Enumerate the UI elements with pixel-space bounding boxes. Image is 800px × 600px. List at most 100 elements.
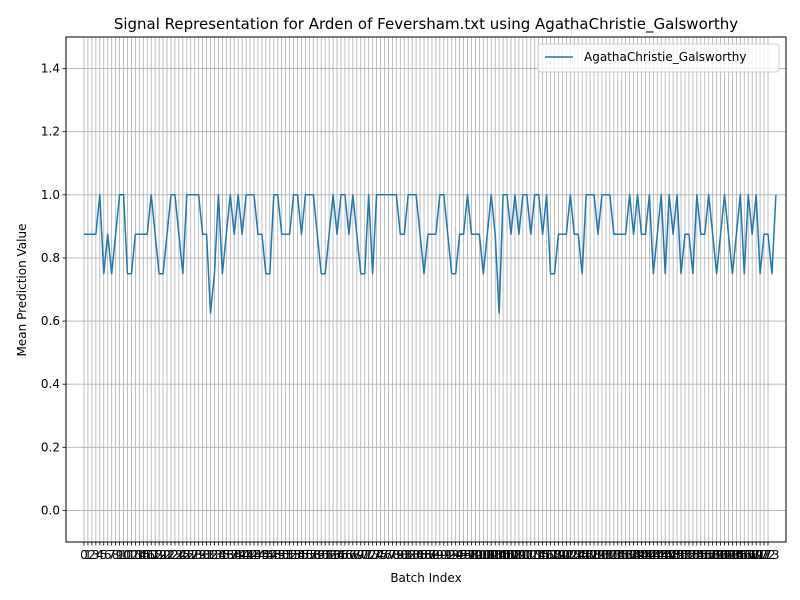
x-tick-label: 36 (219, 548, 234, 562)
x-tick-label: 113 (519, 548, 542, 562)
x-tick-label: 9 (116, 548, 124, 562)
x-tick-label: 92 (440, 548, 455, 562)
plot-area-frame (65, 36, 787, 543)
x-tick-label: 159 (701, 548, 724, 562)
x-tick-label: 93 (444, 548, 459, 562)
x-tick-label: 145 (646, 548, 669, 562)
x-tick-label: 32 (203, 548, 218, 562)
x-tick-label: 51 (278, 548, 293, 562)
x-tick-label: 55 (294, 548, 309, 562)
x-tick-label: 152 (674, 548, 697, 562)
x-tick-label: 61 (318, 548, 333, 562)
x-tick-label: 50 (274, 548, 289, 562)
x-tick-label: 3 (92, 548, 100, 562)
x-tick-label: 8 (112, 548, 120, 562)
x-tick-label: 4 (96, 548, 104, 562)
x-tick-label: 13 (128, 548, 143, 562)
x-tick-label: 128 (579, 548, 602, 562)
x-tick-label: 12 (124, 548, 139, 562)
x-tick-label: 25 (175, 548, 190, 562)
x-tick-label: 97 (460, 548, 475, 562)
x-tick-label: 148 (658, 548, 681, 562)
y-tick-label: 1.0 (41, 188, 60, 202)
x-tick-label: 87 (420, 548, 435, 562)
x-tick-label: 102 (476, 548, 499, 562)
x-tick-label: 151 (670, 548, 693, 562)
x-tick-label: 21 (159, 548, 174, 562)
x-tick-label: 83 (405, 548, 420, 562)
x-tick-label: 89 (428, 548, 443, 562)
x-tick-label: 99 (468, 548, 483, 562)
x-tick-label: 136 (610, 548, 633, 562)
x-tick-label: 71 (357, 548, 372, 562)
x-tick-label: 35 (215, 548, 230, 562)
x-tick-label: 146 (650, 548, 673, 562)
x-tick-label: 6 (104, 548, 112, 562)
x-tick-label: 108 (500, 548, 523, 562)
x-tick-label: 130 (587, 548, 610, 562)
x-tick-label: 30 (195, 548, 210, 562)
x-tick-label: 98 (464, 548, 479, 562)
x-tick-label: 119 (543, 548, 566, 562)
x-tick-label: 95 (452, 548, 467, 562)
y-tick-label: 1.4 (41, 62, 60, 76)
x-tick-label: 164 (721, 548, 744, 562)
x-tick-label: 135 (606, 548, 629, 562)
x-tick-label: 7 (108, 548, 116, 562)
x-tick-label: 166 (729, 548, 752, 562)
x-tick-label: 141 (630, 548, 653, 562)
x-tick-label: 74 (369, 548, 384, 562)
x-tick-label: 129 (583, 548, 606, 562)
x-tick-label: 79 (389, 548, 404, 562)
x-tick-label: 107 (496, 548, 519, 562)
y-tick-label: 0.6 (41, 314, 60, 328)
x-tick-label: 18 (148, 548, 163, 562)
x-tick-label: 161 (709, 548, 732, 562)
x-tick-label: 96 (456, 548, 471, 562)
x-tick-label: 14 (132, 548, 147, 562)
x-tick-label: 100 (468, 548, 491, 562)
x-tick-label: 150 (666, 548, 689, 562)
x-tick-label: 105 (488, 548, 511, 562)
x-tick-label: 122 (555, 548, 578, 562)
x-tick-label: 134 (602, 548, 625, 562)
x-tick-label: 115 (527, 548, 550, 562)
x-tick-label: 165 (725, 548, 748, 562)
x-tick-label: 37 (223, 548, 238, 562)
x-tick-label: 40 (235, 548, 250, 562)
x-tick-label: 68 (345, 548, 360, 562)
x-tick-label: 140 (626, 548, 649, 562)
x-tick-label: 2 (88, 548, 96, 562)
x-tick-label: 65 (333, 548, 348, 562)
x-tick-label: 23 (167, 548, 182, 562)
x-tick-label: 17 (144, 548, 159, 562)
x-tick-label: 58 (306, 548, 321, 562)
x-tick-label: 66 (337, 548, 352, 562)
x-tick-label: 84 (408, 548, 423, 562)
x-tick-label: 75 (373, 548, 388, 562)
x-tick-label: 173 (757, 548, 780, 562)
x-tick-label: 42 (242, 548, 257, 562)
x-tick-label: 54 (290, 548, 305, 562)
x-tick-label: 45 (254, 548, 269, 562)
x-tick-label: 109 (504, 548, 527, 562)
x-tick-label: 94 (448, 548, 463, 562)
x-tick-label: 104 (484, 548, 507, 562)
x-tick-label: 149 (662, 548, 685, 562)
legend-label: AgathaChristie_Galsworthy (584, 50, 747, 64)
x-tick-label: 49 (270, 548, 285, 562)
x-tick-label: 56 (298, 548, 313, 562)
x-tick-label: 69 (349, 548, 364, 562)
x-tick-label: 81 (397, 548, 412, 562)
x-tick-label: 132 (594, 548, 617, 562)
series-layer (83, 194, 777, 314)
x-tick-label: 27 (183, 548, 198, 562)
x-tick-label: 73 (365, 548, 380, 562)
x-tick-label: 112 (515, 548, 538, 562)
x-tick-label: 26 (179, 548, 194, 562)
x-tick-label: 121 (551, 548, 574, 562)
x-tick-label: 78 (385, 548, 400, 562)
x-tick-label: 1 (84, 548, 92, 562)
x-tick-label: 162 (713, 548, 736, 562)
